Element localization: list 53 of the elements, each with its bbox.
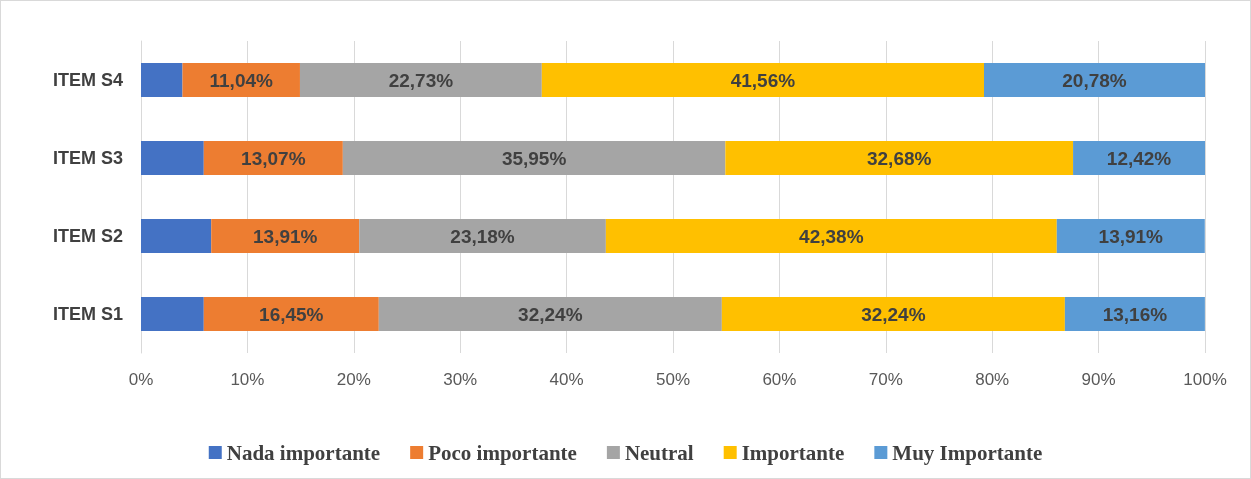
y-tick-label: ITEM S3 — [52, 148, 123, 168]
data-label: 13,91% — [1098, 225, 1164, 247]
data-label: 13,16% — [1102, 303, 1168, 325]
bar — [605, 219, 1057, 253]
x-tick-label: 0% — [128, 370, 154, 389]
bar — [141, 63, 183, 97]
legend-label: Muy Importante — [892, 440, 1043, 465]
y-tick-label: ITEM S4 — [52, 70, 123, 90]
data-label: 11,04% — [209, 69, 274, 91]
bar — [1056, 219, 1205, 253]
data-label: 41,56% — [730, 69, 796, 91]
data-label: 23,18% — [450, 225, 515, 247]
x-tick-label: 10% — [230, 370, 265, 389]
data-label: 16,45% — [259, 303, 324, 325]
legend-label: Poco importante — [428, 440, 577, 465]
data-label: 13,91% — [253, 225, 318, 247]
data-label: 22,73% — [388, 69, 454, 91]
bar — [299, 63, 542, 97]
y-tick-label: ITEM S2 — [52, 226, 123, 246]
x-tick-label: 90% — [1081, 370, 1116, 389]
x-tick-label: 60% — [762, 370, 797, 389]
data-label: 32,24% — [518, 303, 583, 325]
bar — [203, 297, 379, 331]
y-tick-label: ITEM S1 — [52, 304, 123, 324]
data-label: 42,38% — [799, 225, 864, 247]
bar — [1064, 297, 1205, 331]
data-label: 35,95% — [501, 147, 567, 169]
x-tick-label: 20% — [336, 370, 371, 389]
x-tick-label: 30% — [443, 370, 478, 389]
bar — [141, 297, 204, 331]
data-label: 13,07% — [241, 147, 306, 169]
bar — [984, 63, 1205, 97]
bar — [141, 141, 204, 175]
x-tick-label: 40% — [549, 370, 584, 389]
bar — [141, 219, 212, 253]
x-tick-label: 70% — [868, 370, 903, 389]
data-label: 20,78% — [1062, 69, 1127, 91]
legend-label: Importante — [741, 440, 845, 465]
bar — [378, 297, 722, 331]
legend-label: Nada importante — [226, 440, 381, 465]
bar — [721, 297, 1065, 331]
data-label: 32,24% — [861, 303, 926, 325]
x-tick-label: 80% — [975, 370, 1010, 389]
bar — [342, 141, 726, 175]
data-label: 32,68% — [866, 147, 932, 169]
x-tick-label: 100% — [1183, 370, 1227, 389]
bar — [541, 63, 985, 97]
x-tick-label: 50% — [655, 370, 691, 389]
legend-label: Neutral — [624, 440, 694, 465]
data-label: 12,42% — [1106, 147, 1172, 169]
bar — [359, 219, 606, 253]
bar — [725, 141, 1074, 175]
bar — [211, 219, 360, 253]
